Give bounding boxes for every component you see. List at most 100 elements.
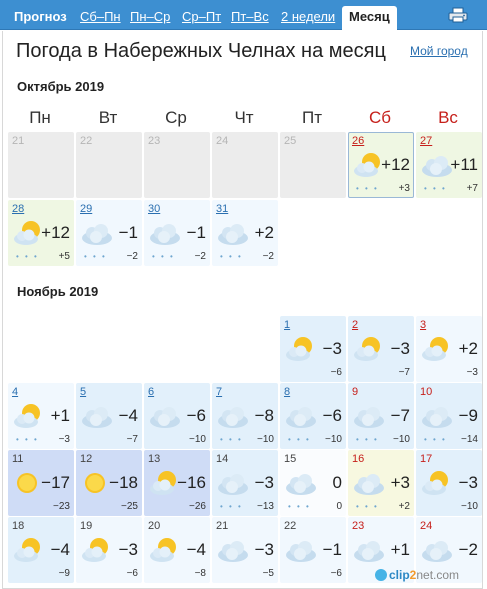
day-temperature: +1 [50,406,70,425]
tab-month[interactable]: Месяц [342,6,397,31]
day-cell[interactable]: 28 +12 +5 • • • [8,200,74,266]
day-number[interactable]: 8 [284,386,291,398]
day-temperature: −3 [390,339,410,358]
night-temperature: −23 [53,501,70,512]
day-cell[interactable]: 16 +3 +2 • • • [348,450,414,516]
day-number[interactable]: 4 [12,386,19,398]
printer-icon[interactable] [448,7,468,23]
day-number[interactable]: 26 [352,135,365,147]
night-temperature: 0 [336,501,342,512]
sun-cloud-icon [13,537,45,563]
night-temperature: −13 [257,501,274,512]
day-cell[interactable]: 30 −1 −2 • • • [144,200,210,266]
day-number: 22 [80,135,93,147]
weekday-thu: Чт [234,108,254,127]
day-number[interactable]: 31 [216,203,229,215]
day-cell[interactable]: 19 −3 −6 [76,517,142,583]
sun-cloud-icon [149,470,181,496]
day-cell[interactable]: 2 −3 −7 [348,316,414,382]
precipitation-icon: • • • [424,435,447,444]
day-cell[interactable]: 13 −16 −26 [144,450,210,516]
day-cell[interactable]: 10 −9 −14 • • • [416,383,482,449]
day-cell[interactable]: 22 −1 −6 [280,517,346,583]
day-cell[interactable]: 15 0 0 • • • [280,450,346,516]
day-temperature: +11 [450,155,478,174]
day-number: 14 [216,453,229,465]
sun-cloud-icon [149,537,181,563]
period-tab-bar: Прогноз Сб–Пн Пн–Ср Ср–Пт Пт–Вс 2 недели… [0,0,487,31]
day-cell[interactable]: 27 +11 +7 • • • [416,132,482,198]
day-cell[interactable]: 24 −2 [416,517,482,583]
day-cell: 24 [212,132,278,198]
cloud-icon [217,470,249,496]
tab-fri-sun[interactable]: Пт–Вс [231,9,269,24]
night-temperature: −10 [189,434,206,445]
night-temperature: −3 [466,367,478,378]
day-number[interactable]: 30 [148,203,161,215]
day-number: 24 [216,135,229,147]
day-cell[interactable]: 17 −3 −10 [416,450,482,516]
tab-sat-mon[interactable]: Сб–Пн [80,9,121,24]
watermark: clip2net.com [375,568,459,586]
day-temperature: +12 [41,223,70,242]
night-temperature: −7 [126,434,138,445]
day-cell: 21 [8,132,74,198]
night-temperature: −10 [393,434,410,445]
my-city-link[interactable]: Мой город [410,44,468,58]
precipitation-icon: • • • [356,184,379,193]
day-number[interactable]: 29 [80,203,93,215]
day-number[interactable]: 27 [420,135,433,147]
day-number[interactable]: 2 [352,319,359,331]
tab-two-weeks[interactable]: 2 недели [281,9,336,24]
day-cell[interactable]: 18 −4 −9 [8,517,74,583]
day-cell[interactable]: 3 +2 −3 [416,316,482,382]
tab-wed-fri[interactable]: Ср–Пт [182,9,222,24]
day-cell: 23 [144,132,210,198]
day-cell[interactable]: 20 −4 −8 [144,517,210,583]
weekday-sat: Сб [368,108,391,127]
weekday-sun: Вс [438,108,458,127]
day-cell[interactable]: 11 −17 −23 [8,450,74,516]
day-number[interactable]: 5 [80,386,87,398]
day-cell[interactable]: 9 −7 −10 • • • [348,383,414,449]
cloud-icon [217,220,249,246]
day-temperature: −18 [109,473,138,492]
day-temperature: −16 [177,473,206,492]
day-number[interactable]: 6 [148,386,155,398]
day-cell[interactable]: 6 −6 −10 [144,383,210,449]
night-temperature: +7 [466,183,478,194]
day-cell[interactable]: 31 +2 −2 • • • [212,200,278,266]
day-cell[interactable]: 14 −3 −13 • • • [212,450,278,516]
day-cell[interactable]: 1 −3 −6 [280,316,346,382]
day-cell[interactable]: 7 −8 −10 • • • [212,383,278,449]
day-number: 10 [420,386,433,398]
day-number[interactable]: 28 [12,203,25,215]
day-cell[interactable]: 21 −3 −5 [212,517,278,583]
day-cell[interactable]: 29 −1 −2 • • • [76,200,142,266]
cloud-icon [217,537,249,563]
night-temperature: −8 [194,568,206,579]
day-number: 23 [352,520,365,532]
precipitation-icon: • • • [288,435,311,444]
day-number[interactable]: 1 [284,319,291,331]
precipitation-icon: • • • [220,252,243,261]
day-temperature: −1 [186,223,206,242]
month-title-october: Октябрь 2019 [17,79,105,94]
tab-forecast[interactable]: Прогноз [14,9,67,24]
precipitation-icon: • • • [356,435,379,444]
night-temperature: −14 [461,434,478,445]
day-number[interactable]: 7 [216,386,223,398]
day-cell[interactable]: 5 −4 −7 [76,383,142,449]
tab-mon-wed[interactable]: Пн–Ср [130,9,171,24]
day-number: 16 [352,453,365,465]
day-cell[interactable]: 26 +12 +3 • • • [348,132,414,198]
day-cell[interactable]: 8 −6 −10 • • • [280,383,346,449]
day-temperature: +3 [390,473,410,492]
precipitation-icon: • • • [16,252,39,261]
day-number: 18 [12,520,25,532]
day-number[interactable]: 3 [420,319,427,331]
precipitation-icon: • • • [424,184,447,193]
cloud-icon [353,537,385,563]
day-cell[interactable]: 12 −18 −25 [76,450,142,516]
day-cell[interactable]: 4 +1 −3 • • • [8,383,74,449]
